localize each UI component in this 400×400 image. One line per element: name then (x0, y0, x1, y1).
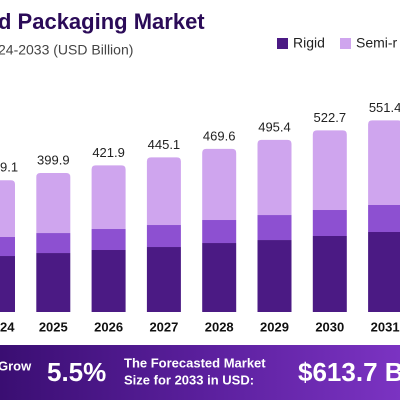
bar-segment (91, 250, 126, 312)
bar-segment (202, 148, 237, 221)
legend: Rigid Semi-r (277, 35, 398, 51)
bar-segment (257, 139, 292, 216)
bar-segment (257, 215, 292, 241)
bar-segment (0, 180, 15, 238)
banner-rate: 5.5% (47, 357, 106, 387)
bar-segment (146, 157, 181, 226)
chart-title: d Packaging Market (0, 9, 205, 34)
bar-segment (312, 130, 347, 211)
legend-label: Semi-r (356, 35, 398, 51)
chart-subtitle: 24-2033 (USD Billion) (0, 42, 133, 58)
total-label: 551.4 (369, 100, 400, 115)
x-tick-label: 2026 (94, 319, 123, 334)
banner-text: Size for 2033 in USD: (124, 372, 254, 387)
total-label: 469.6 (203, 128, 236, 143)
bar-segment (202, 220, 237, 244)
legend-swatch (340, 38, 351, 49)
banner-background (0, 345, 400, 400)
x-tick-label: 2031 (371, 319, 400, 334)
bar-segment (36, 173, 71, 234)
banner-value: $613.7 B (298, 357, 400, 387)
bar-segment (368, 232, 400, 312)
bar-segment (202, 243, 237, 312)
bar-segment (0, 237, 15, 257)
bar-segment (146, 247, 181, 312)
bar-segment (257, 240, 292, 312)
bar-segment (368, 205, 400, 233)
x-tick-label: 24 (0, 319, 15, 334)
bar-segment (312, 236, 347, 312)
x-tick-label: 2030 (315, 319, 344, 334)
x-tick-label: 2028 (205, 319, 234, 334)
bar-segment (368, 120, 400, 206)
plot-area: 9.1 24 399.9 2025 421.9 2026 445.1 2027 469.6 202… (0, 100, 400, 334)
x-tick-label: 2029 (260, 319, 289, 334)
total-label: 495.4 (258, 119, 291, 134)
banner-left: Grow (0, 358, 32, 373)
bar-segment (91, 165, 126, 230)
total-label: 9.1 (0, 160, 18, 175)
banner: Grow 5.5% The Forecasted Market Size for… (0, 345, 400, 400)
bar-segment (0, 256, 15, 312)
bar-segment (146, 225, 181, 248)
bar-segment (312, 210, 347, 237)
bar-segment (36, 233, 71, 254)
total-label: 522.7 (314, 110, 347, 125)
total-label: 399.9 (37, 152, 70, 167)
legend-swatch (277, 38, 288, 49)
total-label: 445.1 (148, 137, 181, 152)
x-tick-label: 2025 (39, 319, 68, 334)
total-label: 421.9 (92, 145, 125, 160)
bar-segment (36, 253, 71, 312)
legend-label: Rigid (293, 35, 325, 51)
x-tick-label: 2027 (149, 319, 178, 334)
bar-segment (91, 229, 126, 251)
banner-text: The Forecasted Market (124, 355, 266, 370)
